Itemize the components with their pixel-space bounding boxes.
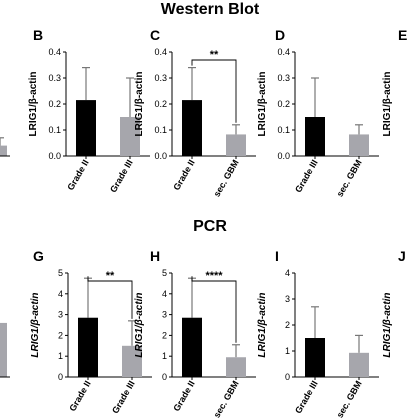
significance-label: **	[210, 49, 219, 61]
panel-letter-g: G	[33, 248, 44, 264]
y-tick-label: 4	[162, 289, 167, 299]
panel-letter-i: I	[275, 248, 279, 264]
y-tick-label: 0.1	[277, 125, 290, 135]
panel-h: H LRIG1/β-actin 0 1 2 3 4 5 Grade II sec. GBM ****	[134, 248, 256, 420]
x-tick-label: Grade III	[108, 158, 135, 194]
y-tick-label: 0	[285, 372, 290, 382]
bar-grade-iii	[122, 345, 142, 377]
y-tick-label: 3	[58, 310, 63, 320]
y-axis-label: LRIG1/β-actin	[134, 72, 145, 137]
y-tick-label: 0.1	[48, 125, 61, 135]
panel-letter-d: D	[275, 27, 285, 43]
x-tick-label: Grade III	[110, 379, 137, 415]
x-tick-label: sec. GBM	[212, 158, 241, 199]
panel-a	[0, 137, 10, 157]
y-tick-label: 0.3	[48, 73, 61, 83]
y-tick-label: 0	[58, 372, 63, 382]
y-tick-label: 3	[285, 294, 290, 304]
x-tick-label: sec. GBM	[335, 158, 364, 199]
bar-sec-gbm	[226, 357, 246, 377]
panel-f	[0, 322, 10, 378]
panel-b: B LRIG1/β-actin 0.0 0.1 0.2 0.3 0.4 Grade II Gra…	[28, 27, 150, 194]
y-tick-label: 0.3	[154, 73, 167, 83]
x-tick-label: Grade III	[293, 158, 320, 194]
panel-letter-e: E	[398, 27, 407, 43]
y-tick-label: 1	[285, 346, 290, 356]
y-axis-label: LRIG1/β-actin	[30, 292, 41, 357]
y-tick-label: 0.4	[48, 47, 61, 57]
section-title-western-blot: Western Blot	[161, 1, 260, 18]
panel-letter-b: B	[33, 27, 43, 43]
significance-bracket	[191, 59, 237, 123]
y-axis-label: LRIG1/β-actin	[257, 292, 268, 357]
y-tick-label: 2	[162, 330, 167, 340]
bar-f-0	[0, 322, 7, 377]
y-axis-label: LRIG1/β-actin	[134, 292, 145, 357]
x-tick-label: Grade II	[171, 158, 196, 192]
y-tick-label: 1	[162, 351, 167, 361]
panel-c: C LRIG1/β-actin 0.0 0.1 0.2 0.3 0.4 Grade II sec…	[134, 27, 256, 199]
x-tick-label: Grade III	[293, 379, 320, 415]
bar-grade-ii	[182, 100, 202, 156]
panel-i: I LRIG1/β-actin 0 1 2 3 4 Grade III sec. GBM	[257, 248, 379, 420]
bar-sec-gbm	[349, 134, 369, 156]
x-tick-label: Grade II	[65, 158, 90, 192]
y-tick-label: 0	[162, 372, 167, 382]
y-axis-label: LRIG1/β-actin	[382, 292, 393, 357]
significance-bracket	[191, 276, 237, 343]
y-tick-label: 0.0	[48, 151, 61, 161]
y-tick-label: 0.2	[277, 99, 290, 109]
y-tick-label: 0.2	[48, 99, 61, 109]
significance-label: **	[106, 270, 115, 282]
x-tick-label: sec. GBM	[335, 379, 364, 420]
significance-bracket	[87, 276, 133, 319]
y-tick-label: 3	[162, 310, 167, 320]
y-tick-label: 0.0	[154, 151, 167, 161]
y-axis-label: LRIG1/β-actin	[382, 72, 393, 137]
y-tick-label: 4	[58, 289, 63, 299]
y-tick-label: 5	[162, 268, 167, 278]
bar-grade-ii	[76, 100, 96, 156]
y-tick-label: 0.4	[277, 47, 290, 57]
bar-sec-gbm	[226, 134, 246, 156]
y-tick-label: 5	[58, 268, 63, 278]
section-title-pcr: PCR	[193, 218, 227, 235]
x-tick-label: sec. GBM	[212, 379, 241, 420]
bar-grade-iii	[305, 117, 325, 156]
bar-grade-iii	[305, 338, 325, 377]
panel-d: D LRIG1/β-actin 0.0 0.1 0.2 0.3 0.4 Grade III se…	[257, 27, 379, 199]
x-tick-label: Grade II	[67, 379, 92, 413]
y-tick-label: 1	[58, 351, 63, 361]
bar-grade-iii	[120, 117, 140, 156]
bar-grade-ii	[182, 317, 202, 377]
y-tick-label: 2	[285, 320, 290, 330]
bar-a-0	[0, 145, 7, 156]
y-tick-label: 0.3	[277, 73, 290, 83]
y-tick-label: 0.0	[277, 151, 290, 161]
y-axis-label: LRIG1/β-actin	[257, 72, 268, 137]
panel-letter-c: C	[150, 27, 160, 43]
panel-j: J LRIG1/β-actin	[382, 248, 406, 358]
panel-e: E LRIG1/β-actin	[382, 27, 407, 137]
y-tick-label: 0.4	[154, 47, 167, 57]
bar-grade-ii	[78, 317, 98, 377]
x-tick-label: Grade II	[171, 379, 196, 413]
y-tick-label: 4	[285, 268, 290, 278]
y-tick-label: 0.1	[154, 125, 167, 135]
y-tick-label: 2	[58, 330, 63, 340]
y-axis-label: LRIG1/β-actin	[28, 72, 39, 137]
significance-label: ****	[205, 270, 223, 282]
panel-letter-j: J	[398, 248, 406, 264]
y-tick-label: 0.2	[154, 99, 167, 109]
panel-letter-h: H	[150, 248, 160, 264]
bar-sec-gbm	[349, 352, 369, 377]
